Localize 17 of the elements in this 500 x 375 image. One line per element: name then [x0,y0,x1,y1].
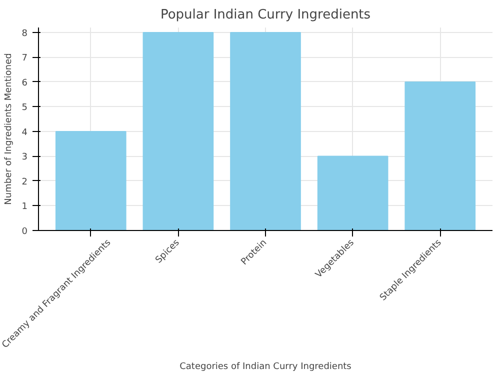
bar [55,130,126,230]
bar [142,32,214,230]
bar [317,156,388,230]
bar [230,32,301,230]
y-tick-label: 8 [22,28,28,39]
y-tick-label: 2 [22,177,28,188]
y-tick-label: 1 [22,202,28,212]
y-tick-label: 6 [22,78,28,88]
y-tick-label: 5 [22,103,28,114]
bar [404,81,476,230]
chart-title: Popular Indian Curry Ingredients [160,8,371,22]
x-axis-title: Categories of Indian Curry Ingredients [180,362,352,372]
y-tick-label: 4 [22,128,28,138]
y-tick-label: 7 [22,54,28,64]
y-axis-title: Number of Ingredients Mentioned [4,53,14,205]
y-tick-label: 3 [22,152,28,163]
y-tick-label: 0 [22,227,28,237]
